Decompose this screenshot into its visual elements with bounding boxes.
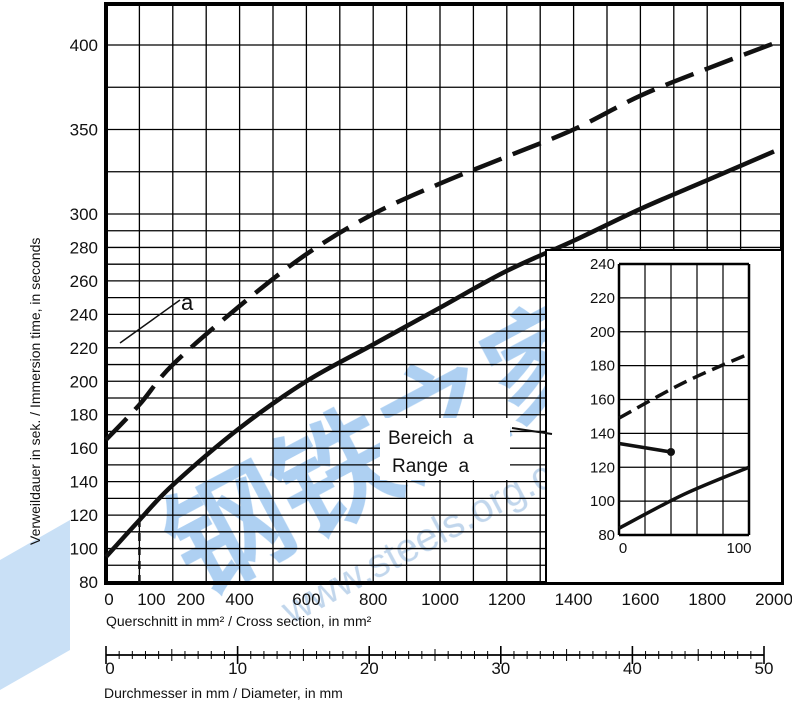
y-tick-label: 100 — [70, 540, 98, 559]
inset-labels: 80 100 120 140 160 180 200 220 240 0 100 — [590, 256, 752, 557]
inset-x-tick-label: 0 — [619, 540, 627, 557]
x-tick-label: 100 — [137, 590, 165, 609]
inset-y-tick-label: 140 — [590, 425, 615, 442]
inset-y-tick-label: 80 — [598, 527, 615, 544]
inset-background — [545, 249, 783, 584]
inset-grid — [617, 262, 751, 537]
range-label-de: Bereich a — [388, 428, 474, 449]
inset-y-tick-label: 220 — [590, 290, 615, 307]
y-tick-label: 200 — [70, 372, 98, 391]
y-tick-label: 280 — [70, 238, 98, 257]
inset-lines — [618, 352, 750, 530]
watermark-mark — [0, 520, 70, 690]
diameter-tick-label: 10 — [228, 659, 247, 678]
main-lines — [104, 41, 775, 583]
y-tick-label: 160 — [70, 439, 98, 458]
inset-y-tick-label: 120 — [590, 459, 615, 476]
inset-series-line-dashed — [618, 352, 750, 420]
annotation-a: a — [181, 290, 194, 315]
x-tick-label: 1200 — [488, 590, 526, 609]
y-tick-label: 140 — [70, 473, 98, 492]
annotation-leader-a — [119, 299, 181, 344]
x-tick-label: 800 — [359, 590, 387, 609]
y-tick-label: 400 — [70, 36, 98, 55]
x-tick-label: 1400 — [555, 590, 593, 609]
inset-series-line-solid — [618, 465, 750, 530]
y-axis-title: Verweildauer in sek. / Immersion time, i… — [27, 238, 43, 545]
x-tick-label: 2000 — [755, 590, 792, 609]
x-tick-label: 600 — [292, 590, 320, 609]
y-tick-label: 180 — [70, 406, 98, 425]
main-labels: 80 100 120 140 160 180 200 220 240 260 280 300 350 40… — [70, 36, 792, 609]
diameter-tick-label: 0 — [105, 659, 114, 678]
x-tick-label: 200 — [177, 590, 205, 609]
inset-x-tick-label: 100 — [726, 540, 751, 557]
range-leader — [511, 427, 553, 435]
range-label-en: Range a — [392, 456, 470, 477]
diameter-tick-label: 50 — [755, 659, 774, 678]
diameter-tick-label: 40 — [623, 659, 642, 678]
diameter-tick-label: 30 — [491, 659, 510, 678]
y-tick-label: 260 — [70, 272, 98, 291]
diameter-tick-label: 20 — [360, 659, 379, 678]
x-tick-label: 400 — [225, 590, 253, 609]
y-tick-label: 220 — [70, 339, 98, 358]
secondary-x-axis-title: Durchmesser in mm / Diameter, in mm — [104, 685, 343, 701]
inset-y-tick-label: 160 — [590, 392, 615, 409]
inset-y-tick-label: 180 — [590, 358, 615, 375]
x-tick-label: 1800 — [688, 590, 726, 609]
inset-y-tick-label: 100 — [590, 493, 615, 510]
inset-y-tick-label: 240 — [590, 256, 615, 273]
series-line-solid — [104, 149, 775, 559]
x-tick-label: 1600 — [621, 590, 659, 609]
x-axis-title: Querschnitt in mm² / Cross section, in m… — [106, 613, 372, 629]
axis-titles: Verweildauer in sek. / Immersion time, i… — [27, 238, 372, 701]
diameter-axis: 0 10 20 30 40 50 — [105, 646, 773, 678]
y-tick-label: 80 — [79, 573, 98, 592]
inset-y-tick-label: 200 — [590, 324, 615, 341]
x-tick-label: 1000 — [421, 590, 459, 609]
y-tick-label: 350 — [70, 121, 98, 140]
series-line-dashed — [104, 41, 775, 442]
annotations: a Bereich a Range a — [119, 290, 553, 480]
y-tick-label: 300 — [70, 205, 98, 224]
y-tick-label: 120 — [70, 506, 98, 525]
range-label-background — [380, 418, 510, 480]
y-tick-label: 240 — [70, 305, 98, 324]
inset-series-end-marker — [667, 448, 675, 457]
x-tick-label: 0 — [104, 590, 113, 609]
